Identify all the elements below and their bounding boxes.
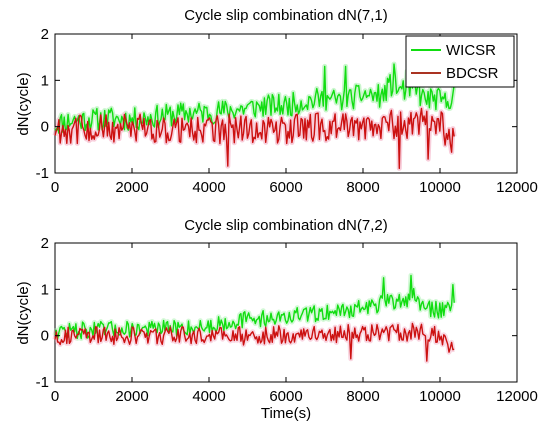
chart-2-ylabel: dN(cycle) <box>15 281 32 344</box>
legend-box <box>405 35 515 88</box>
chart-2-ytick-label: 2 <box>41 235 49 252</box>
chart-2-title: Cycle slip combination dN(7,2) <box>184 217 387 234</box>
chart-2-xtick-label: 4000 <box>192 388 225 405</box>
chart-2-ytick-label: -1 <box>36 374 49 391</box>
chart-1-xtick-label: 4000 <box>192 179 225 196</box>
chart-panel-1: Cycle slip combination dN(7,1) 0 2000 4000… <box>15 7 538 196</box>
chart-2-series-wicsr <box>54 274 455 340</box>
chart-1-xtick-label: 0 <box>51 179 59 196</box>
chart-2-xtick-label: 12000 <box>496 388 538 405</box>
chart-1-series-layer <box>54 63 455 170</box>
chart-2-xtick-label: 2000 <box>115 388 148 405</box>
chart-1-title: Cycle slip combination dN(7,1) <box>184 7 387 24</box>
legend-wicsr-label: WICSR <box>446 42 496 59</box>
chart-panel-2: Cycle slip combination dN(7,2) 0 2000 4000… <box>15 217 538 422</box>
chart-2-xlabel: Time(s) <box>261 405 311 422</box>
chart-1-xtick-label: 6000 <box>269 179 302 196</box>
chart-1-xtick-label: 8000 <box>346 179 379 196</box>
legend-bdcsr-label: BDCSR <box>446 65 499 82</box>
chart-1-xtick-label: 12000 <box>496 179 538 196</box>
chart-2-yticks: -1 0 1 2 <box>36 235 517 391</box>
chart-1-legend: WICSR BDCSR <box>405 35 515 88</box>
chart-2-xtick-label: 10000 <box>419 388 461 405</box>
chart-2-series-layer <box>54 274 455 362</box>
chart-1-xtick-label: 2000 <box>115 179 148 196</box>
chart-1-ytick-label: 2 <box>41 26 49 43</box>
chart-1-yticks: -1 0 1 2 <box>36 26 517 182</box>
chart-2-xticks: 0 2000 4000 6000 8000 10000 12000 <box>51 243 538 405</box>
chart-1-ytick-label: -1 <box>36 165 49 182</box>
chart-1-xtick-label: 10000 <box>419 179 461 196</box>
chart-1-ytick-label: 1 <box>41 72 49 89</box>
chart-1-ytick-label: 0 <box>41 119 49 136</box>
chart-1-series-bdcsr <box>54 107 455 170</box>
chart-1-xticks: 0 2000 4000 6000 8000 10000 12000 <box>51 34 538 196</box>
chart-2-ytick-label: 0 <box>41 328 49 345</box>
chart-2-xtick-label: 0 <box>51 388 59 405</box>
chart-2-xtick-label: 6000 <box>269 388 302 405</box>
chart-1-ylabel: dN(cycle) <box>15 72 32 135</box>
chart-2-series-bdcsr <box>54 322 455 362</box>
chart-2-xtick-label: 8000 <box>346 388 379 405</box>
chart-2-ytick-label: 1 <box>41 281 49 298</box>
chart-1-series-wicsr <box>54 63 455 134</box>
